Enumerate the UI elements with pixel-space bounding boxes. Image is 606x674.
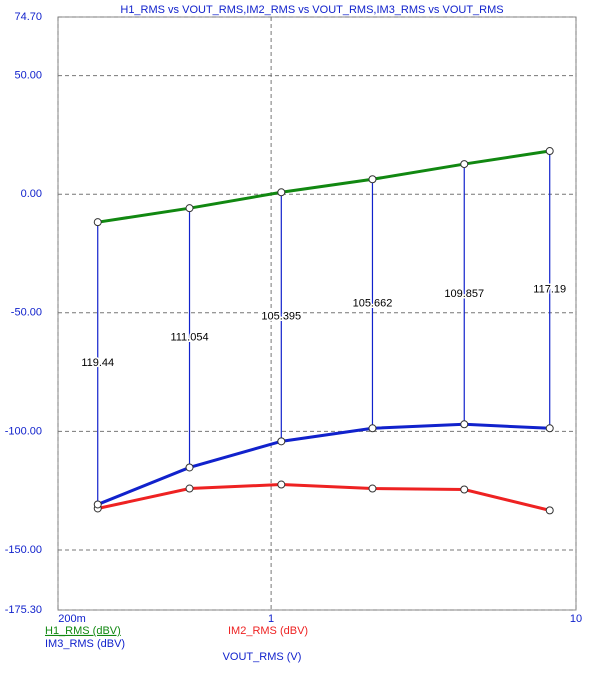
data-point	[185, 463, 194, 472]
data-point	[93, 218, 102, 227]
data-point	[368, 175, 377, 184]
data-point	[460, 420, 469, 429]
data-point	[185, 484, 194, 493]
x-tick-label: 10	[570, 613, 582, 625]
x-tick-label: 1	[268, 613, 274, 625]
y-tick-label: -50.00	[11, 307, 42, 319]
difference-label: 111.054	[170, 332, 208, 344]
difference-label: 119.44	[81, 357, 114, 369]
legend-entry: IM3_RMS (dBV)	[45, 638, 125, 650]
data-point	[185, 204, 194, 213]
data-point	[545, 147, 554, 156]
data-point	[368, 424, 377, 433]
y-tick-label: 50.00	[14, 69, 42, 81]
data-point	[368, 484, 377, 493]
data-point	[545, 506, 554, 515]
data-point	[93, 500, 102, 509]
difference-label: 109.857	[444, 288, 484, 300]
data-point	[277, 480, 286, 489]
y-tick-label: -150.00	[5, 544, 42, 556]
difference-label: 105.395	[261, 311, 301, 323]
series-line	[97, 149, 550, 224]
data-point	[277, 188, 286, 197]
data-point	[277, 437, 286, 446]
legend-entry: H1_RMS (dBV)	[45, 625, 121, 637]
series-line	[97, 422, 550, 506]
difference-label: 117.19	[533, 284, 566, 296]
plot-frame	[57, 16, 577, 611]
data-point	[460, 485, 469, 494]
x-tick-label: 200m	[58, 613, 86, 625]
difference-label: 105.662	[353, 298, 393, 310]
legend-entry: IM2_RMS (dBV)	[228, 625, 308, 637]
x-axis-label: VOUT_RMS (V)	[223, 651, 302, 663]
y-tick-label: -100.00	[5, 425, 42, 437]
y-tick-label: 74.70	[14, 11, 42, 23]
y-tick-label: 0.00	[21, 188, 42, 200]
y-tick-label: -175.30	[5, 604, 42, 616]
data-point	[545, 424, 554, 433]
series-line	[97, 483, 551, 512]
chart-title: H1_RMS vs VOUT_RMS,IM2_RMS vs VOUT_RMS,I…	[120, 4, 503, 16]
data-point	[460, 160, 469, 169]
